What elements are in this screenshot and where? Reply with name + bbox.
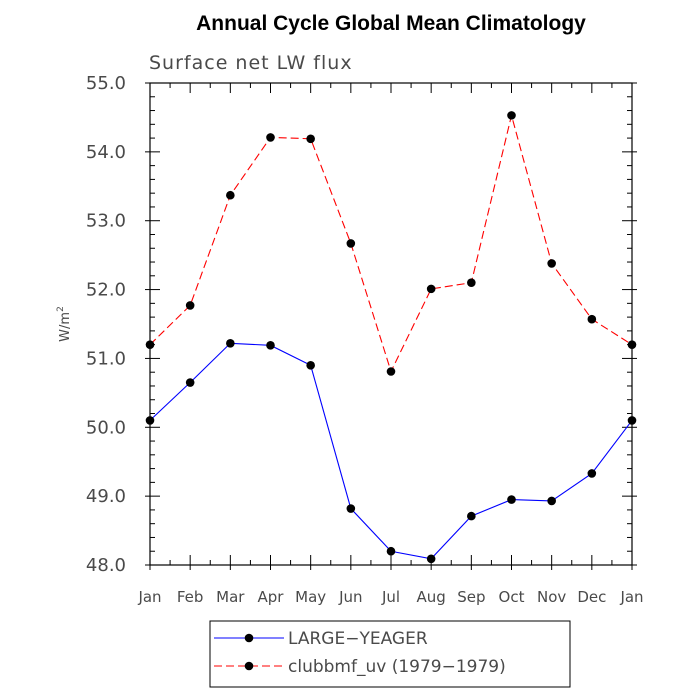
series-2-point [185,301,195,310]
x-tick-label: Jan [137,588,161,606]
axis-ticks [145,82,637,570]
legend-box [209,620,571,688]
series-2-point [547,259,556,268]
series-1-point [587,469,597,478]
x-tick-label: Feb [177,588,204,606]
series-2-point [467,278,476,287]
y-axis-label-base: W/m [58,312,73,342]
series-1-point [547,496,556,506]
series-1-point [507,495,516,504]
y-tick-label: 50.0 [86,417,126,438]
x-tick-label: Oct [499,588,525,606]
x-tick-label: Aug [417,588,446,606]
x-tick-label: Mar [216,588,245,606]
series-2-point [587,314,597,324]
series-1-point [426,554,436,564]
y-tick-label: 53.0 [86,211,126,232]
x-tick-label: Sep [457,588,485,606]
series-1-point [185,378,195,387]
series-1-point [226,338,235,348]
x-tick-label: Dec [577,588,606,606]
y-tick-label: 54.0 [86,142,126,163]
series-2-point [306,134,315,144]
legend: LARGE−YEAGER clubbmf_uv (1979−1979) [214,629,506,677]
y-tick-label: 52.0 [86,280,126,301]
legend-label-2: clubbmf_uv (1979−1979) [288,657,506,677]
series-2-point [426,284,436,294]
x-tick-label: Jul [381,588,400,606]
series-2-point [226,190,235,200]
x-tick-label: Nov [537,588,566,606]
series-1-point [306,361,315,370]
y-axis-label-superscript: 2 [56,306,66,312]
x-tick-label: Jun [338,588,362,606]
x-tick-label: May [295,588,326,606]
y-tick-label: 49.0 [86,486,126,507]
series-2-point [386,367,396,376]
series-1-point [467,511,476,521]
series-2-point [145,340,155,349]
series-layer [145,111,637,564]
series-1-point [627,416,637,425]
series-2-point [266,133,275,142]
series-1-point [346,504,356,513]
plot-frame [149,82,633,566]
legend-marker-1 [244,633,254,643]
chart-title: Annual Cycle Global Mean Climatology [196,12,586,35]
series-1-point [266,341,275,350]
legend-marker-2 [244,661,254,671]
series-2-point [507,111,516,120]
axis-labels: Jan Feb Mar Apr May Jun Jul Aug Sep Oct Nov Dec Jan 4… [86,73,644,606]
series-line-2 [149,115,633,373]
chart-subtitle: Surface net LW flux [149,52,353,74]
series-2-point [346,239,356,248]
x-tick-label: Jan [619,588,643,606]
legend-label-1: LARGE−YEAGER [288,629,428,649]
y-tick-label: 48.0 [86,555,126,576]
series-1-point [145,416,155,425]
y-tick-label: 51.0 [86,348,126,369]
series-1-point [386,546,396,556]
series-2-point [627,340,637,349]
y-axis-label: W/m2 [56,306,73,342]
x-tick-label: Apr [258,588,285,606]
y-tick-label: 55.0 [86,73,126,94]
